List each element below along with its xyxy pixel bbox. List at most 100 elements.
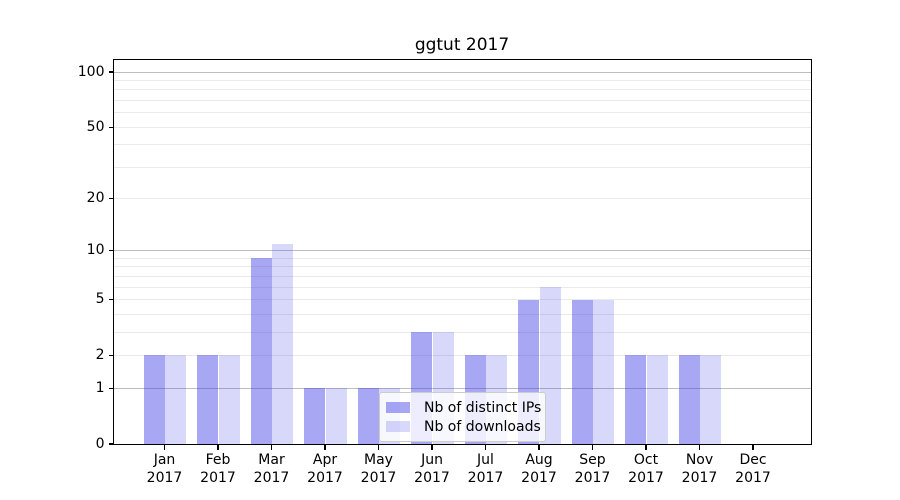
y-tick-label: 0 xyxy=(95,435,105,452)
bar-distinct-ips-may xyxy=(357,388,379,444)
x-tick-mark xyxy=(645,445,647,450)
x-tick-mark xyxy=(698,445,701,450)
legend-row: Nb of downloads xyxy=(386,418,541,435)
x-tick-month: Apr xyxy=(312,452,338,468)
legend-label: Nb of downloads xyxy=(424,418,541,435)
y-tick-label: 5 xyxy=(95,291,105,308)
x-tick-year: 2017 xyxy=(360,469,397,486)
x-tick-month: Oct xyxy=(633,452,659,468)
gridline-minor xyxy=(114,198,811,200)
y-tick-mark xyxy=(108,387,113,389)
y-tick-label: 1 xyxy=(95,379,105,396)
legend-row: Nb of distinct IPs xyxy=(386,399,542,416)
gridline-minor xyxy=(114,257,811,259)
x-tick-label-jun: Jun 2017 xyxy=(396,452,468,487)
x-tick-year: 2017 xyxy=(467,469,504,486)
x-tick-month: Jul xyxy=(477,452,494,468)
x-tick-mark xyxy=(377,445,380,450)
x-tick-month: Jan xyxy=(153,452,176,468)
bar-distinct-ips-jan xyxy=(143,355,165,444)
x-tick-mark xyxy=(217,445,219,450)
gridline-major xyxy=(114,250,811,252)
y-tick-mark xyxy=(108,443,113,445)
y-tick-mark xyxy=(108,198,113,200)
x-tick-mark xyxy=(538,445,540,450)
gridline-minor xyxy=(114,126,811,128)
x-tick-mark xyxy=(484,445,487,450)
x-tick-month: Aug xyxy=(525,452,553,468)
bar-downloads-apr xyxy=(325,388,347,444)
x-tick-label-mar: Mar 2017 xyxy=(236,452,308,487)
gridline-minor xyxy=(114,112,811,114)
y-tick-label: 10 xyxy=(86,242,105,259)
x-tick-year: 2017 xyxy=(574,469,611,486)
y-tick-label: 2 xyxy=(95,346,105,363)
x-tick-label-nov: Nov 2017 xyxy=(664,452,736,487)
x-tick-year: 2017 xyxy=(146,469,183,486)
gridline-major xyxy=(114,71,811,73)
y-tick-label: 100 xyxy=(77,63,105,80)
x-tick-year: 2017 xyxy=(414,469,450,486)
legend-swatch-distinct-ips xyxy=(386,402,410,413)
y-tick-label: 50 xyxy=(86,118,105,135)
chart-title: ggtut 2017 xyxy=(414,35,510,55)
gridline-minor xyxy=(114,89,811,91)
y-tick-label: 20 xyxy=(86,190,105,207)
x-tick-label-apr: Apr 2017 xyxy=(289,452,361,487)
x-tick-label-aug: Aug 2017 xyxy=(503,452,575,487)
gridline-minor xyxy=(114,275,811,277)
gridline-minor xyxy=(114,331,811,333)
x-tick-mark xyxy=(752,445,754,450)
gridline-minor xyxy=(114,313,811,315)
x-tick-year: 2017 xyxy=(681,469,718,486)
legend-label: Nb of distinct IPs xyxy=(424,399,542,416)
legend-swatch-downloads xyxy=(386,421,410,432)
x-tick-month: May xyxy=(364,452,393,468)
x-tick-month: Nov xyxy=(685,452,714,468)
x-tick-year: 2017 xyxy=(253,469,290,486)
y-tick-mark xyxy=(108,354,113,357)
bar-distinct-ips-nov xyxy=(678,355,700,444)
x-tick-label-sep: Sep 2017 xyxy=(557,452,629,487)
x-tick-month: Jun xyxy=(421,452,443,468)
x-tick-year: 2017 xyxy=(200,469,236,486)
x-tick-label-feb: Feb 2017 xyxy=(182,452,254,487)
gridline-minor xyxy=(114,286,811,288)
plot-area: Nb of distinct IPs Nb of downloads xyxy=(113,59,812,445)
bar-downloads-sep xyxy=(593,299,615,444)
x-tick-year: 2017 xyxy=(735,469,771,486)
y-tick-mark xyxy=(108,298,113,301)
x-tick-mark xyxy=(163,445,166,450)
x-tick-label-jan: Jan 2017 xyxy=(129,452,201,487)
bar-downloads-nov xyxy=(700,355,722,444)
bar-distinct-ips-sep xyxy=(571,299,593,444)
x-tick-mark xyxy=(324,445,326,450)
bar-distinct-ips-feb xyxy=(197,355,219,444)
x-tick-mark xyxy=(431,445,433,450)
x-tick-month: Feb xyxy=(205,452,231,468)
x-tick-label-dec: Dec 2017 xyxy=(717,452,789,487)
x-tick-year: 2017 xyxy=(628,469,664,486)
y-tick-mark xyxy=(108,71,113,73)
bar-distinct-ips-apr xyxy=(304,388,326,444)
x-tick-mark xyxy=(270,445,273,450)
x-tick-label-may: May 2017 xyxy=(343,452,415,487)
x-tick-year: 2017 xyxy=(521,469,557,486)
y-tick-mark xyxy=(108,126,113,128)
x-tick-label-jul: Jul 2017 xyxy=(450,452,522,487)
bar-distinct-ips-oct xyxy=(625,355,647,444)
x-tick-mark xyxy=(591,445,594,450)
x-tick-label-oct: Oct 2017 xyxy=(610,452,682,487)
bar-downloads-feb xyxy=(218,355,240,444)
bar-downloads-oct xyxy=(646,355,668,444)
bar-downloads-jan xyxy=(165,355,187,444)
gridline-minor xyxy=(114,299,811,301)
gridline-minor xyxy=(114,166,811,168)
legend: Nb of distinct IPs Nb of downloads xyxy=(379,392,546,442)
gridline-minor xyxy=(114,144,811,146)
x-tick-month: Dec xyxy=(739,452,767,468)
x-tick-year: 2017 xyxy=(307,469,343,486)
x-tick-month: Sep xyxy=(579,452,606,468)
gridline-minor xyxy=(114,99,811,101)
